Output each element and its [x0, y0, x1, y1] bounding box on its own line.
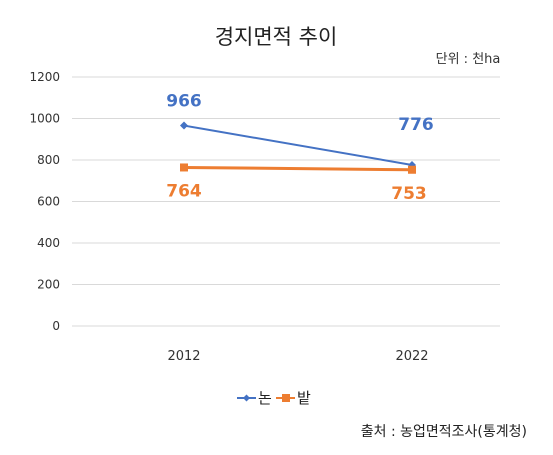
y-tick-label: 400 — [37, 236, 60, 250]
x-tick-label: 2012 — [167, 349, 200, 364]
data-label: 753 — [391, 184, 427, 204]
source-note: 출처 : 농업면적조사(통계청) — [361, 424, 527, 440]
series-line-0 — [183, 124, 413, 166]
y-tick-label: 600 — [37, 195, 60, 209]
x-axis-ticks: 2012 2022 — [167, 349, 428, 364]
gridlines — [72, 76, 500, 327]
y-tick-label: 0 — [52, 319, 60, 333]
legend-marker-non — [243, 394, 250, 402]
data-point — [180, 163, 188, 172]
y-tick-label: 200 — [37, 278, 60, 292]
data-point — [180, 121, 188, 130]
data-label: 776 — [398, 115, 434, 135]
series-line-1 — [183, 165, 413, 172]
y-tick-label: 1000 — [29, 112, 60, 126]
y-tick-label: 1200 — [29, 70, 60, 84]
series-lines — [180, 121, 416, 174]
y-tick-label: 800 — [37, 153, 60, 167]
legend: 논 밭 — [237, 389, 311, 407]
legend-marker-bat — [282, 394, 290, 402]
legend-label-non: 논 — [258, 389, 272, 407]
data-point — [408, 165, 416, 174]
data-label: 966 — [166, 92, 202, 112]
data-labels: 966 776 764 753 — [166, 92, 434, 204]
unit-note: 단위 : 천ha — [436, 52, 501, 67]
data-label: 764 — [166, 181, 202, 201]
x-tick-label: 2022 — [395, 349, 428, 364]
y-axis-ticks: 0 200 400 600 800 1000 1200 — [29, 70, 60, 333]
chart-title: 경지면적 추이 — [215, 25, 338, 49]
legend-label-bat: 밭 — [297, 389, 311, 407]
